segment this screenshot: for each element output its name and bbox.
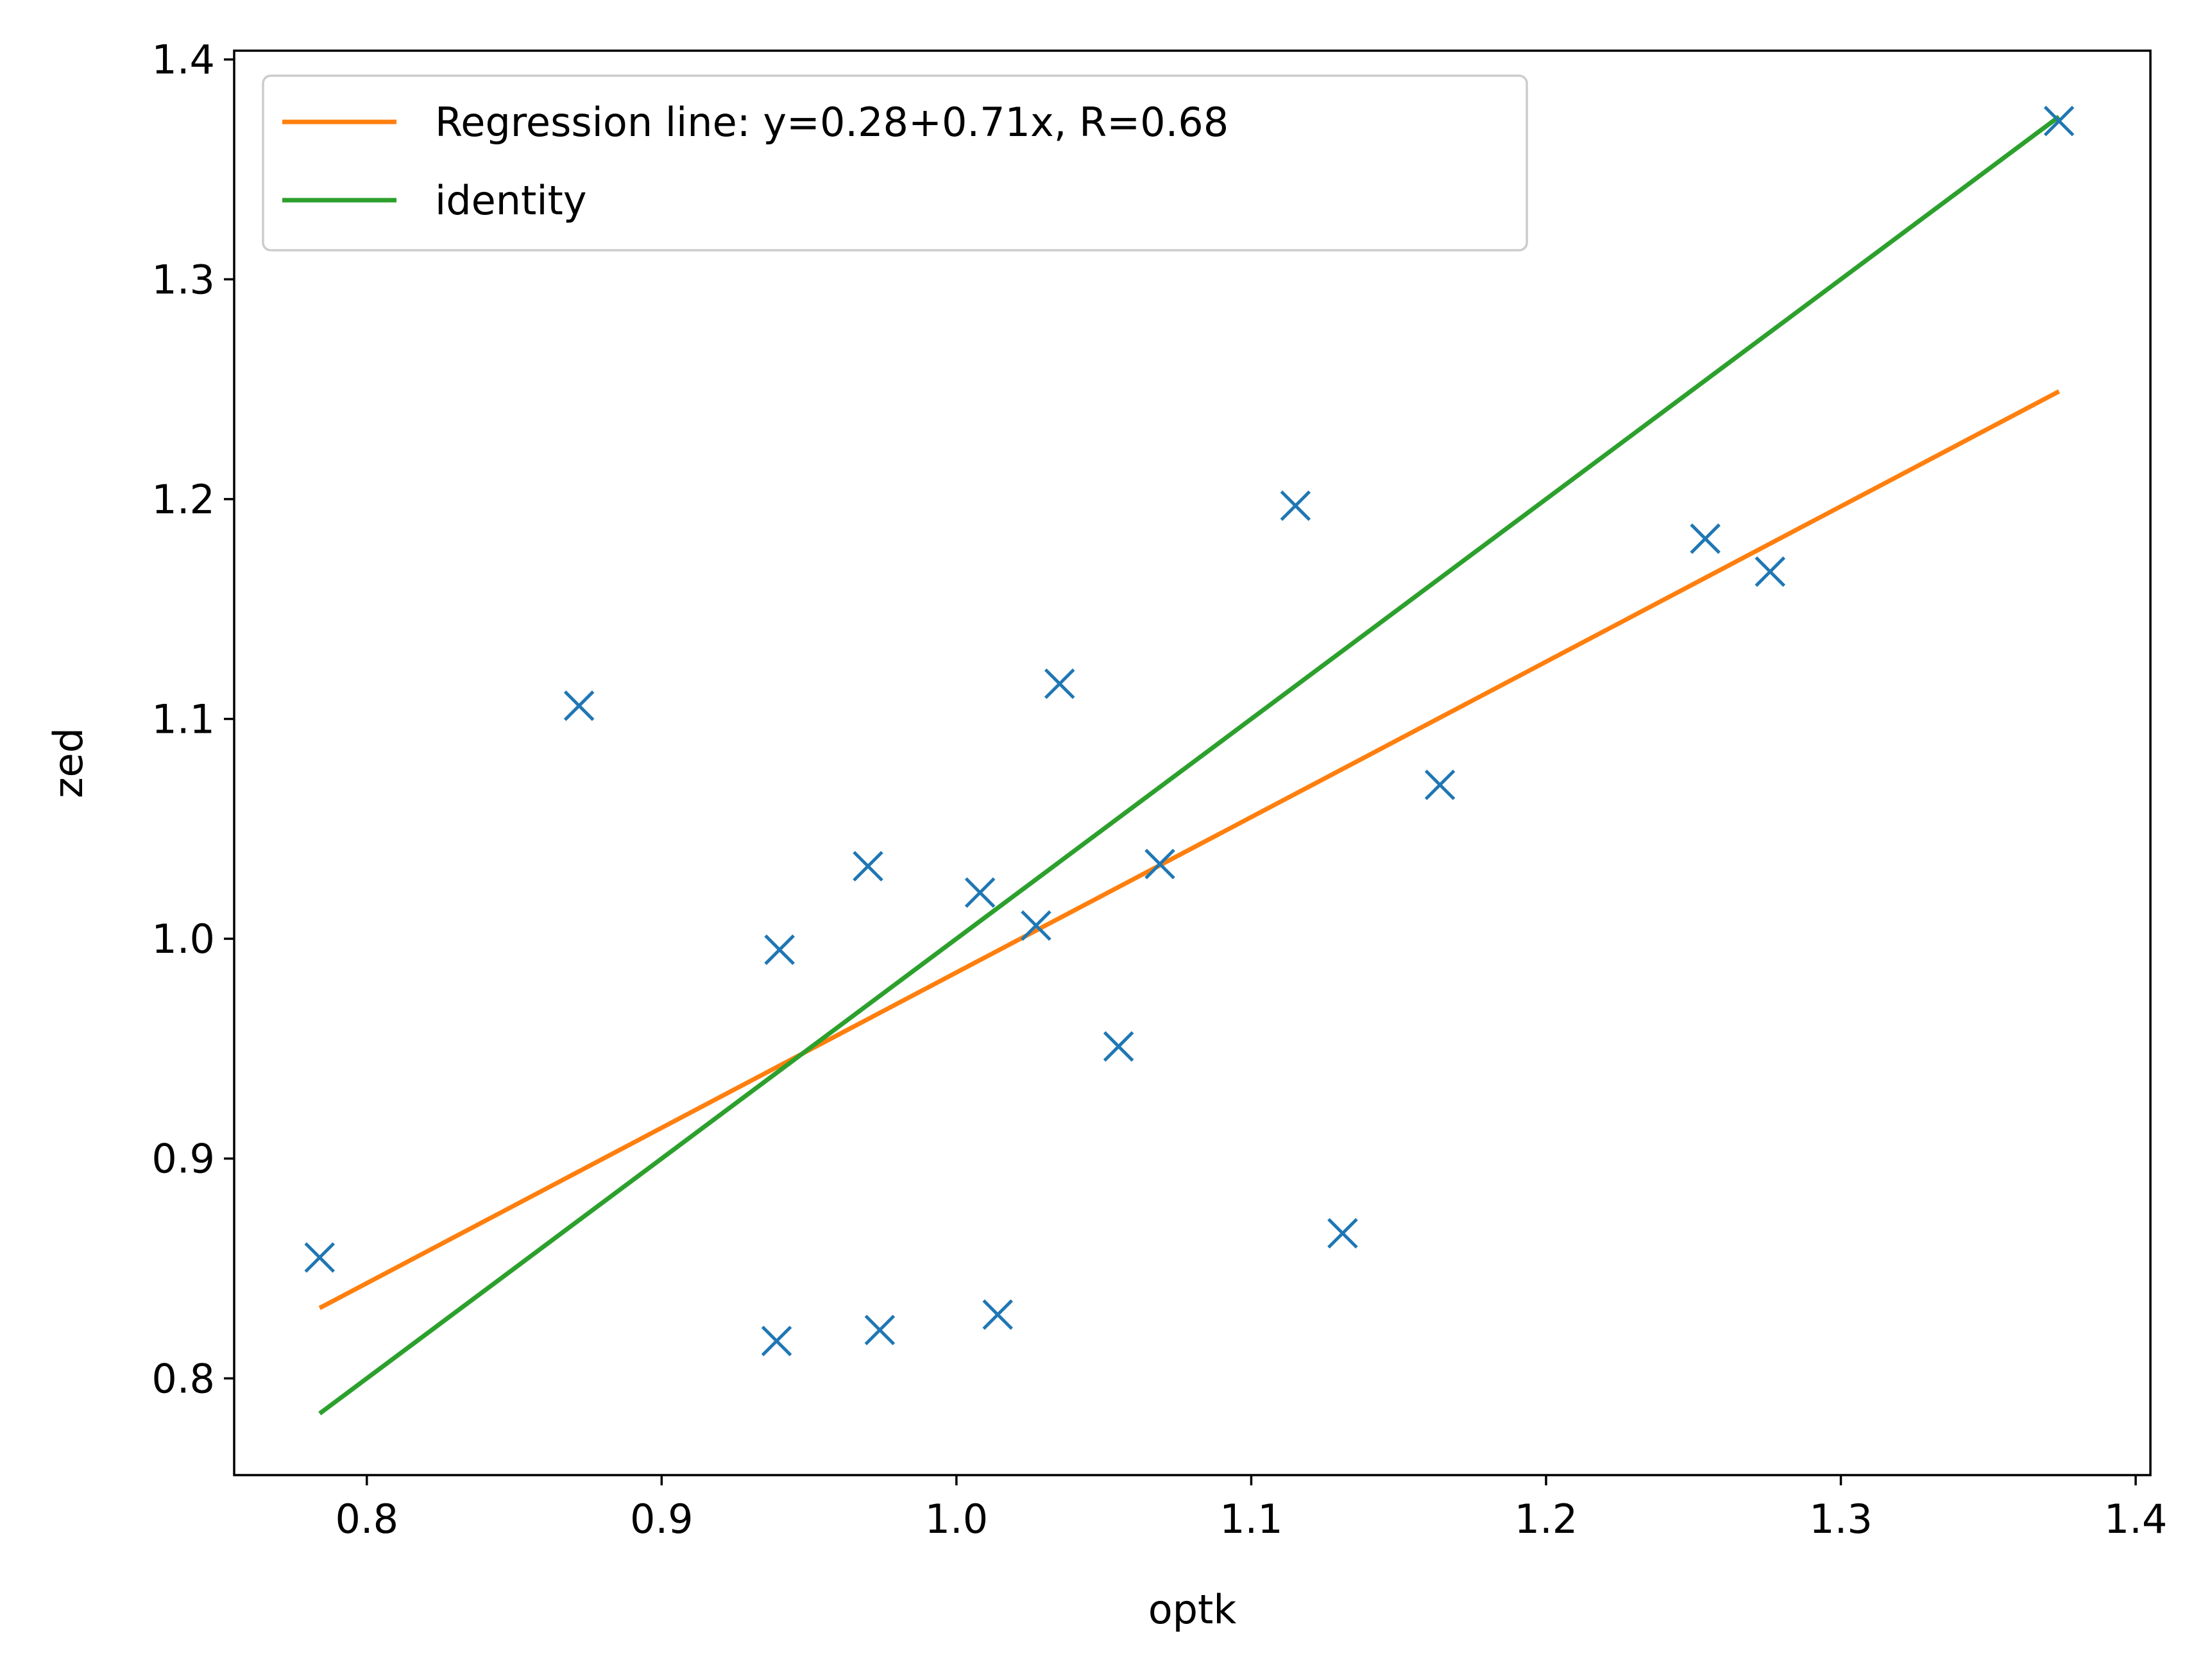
x-tick-label: 1.0 <box>925 1496 989 1542</box>
y-tick-label: 0.8 <box>151 1355 215 1402</box>
y-axis-label: zed <box>45 728 92 798</box>
x-tick-label: 1.3 <box>1809 1496 1873 1542</box>
y-tick-label: 1.0 <box>151 916 215 962</box>
data-point <box>1280 490 1311 521</box>
y-tick-label: 1.2 <box>151 476 215 523</box>
data-point <box>1424 769 1456 801</box>
data-point <box>764 934 795 965</box>
y-axis: 0.8 0.9 1.0 1.1 1.2 1.3 1.4 <box>151 37 234 1402</box>
y-tick-label: 1.1 <box>151 696 215 742</box>
data-point <box>1044 668 1075 699</box>
regression-line <box>318 389 2061 1310</box>
y-tick-label: 1.3 <box>151 256 215 303</box>
data-point <box>563 690 595 721</box>
x-axis-label: optk <box>1148 1586 1237 1633</box>
x-tick-label: 1.4 <box>2104 1496 2168 1542</box>
legend-box <box>262 74 1528 252</box>
y-tick-label: 0.9 <box>151 1136 215 1183</box>
x-tick-label: 0.9 <box>630 1496 693 1542</box>
identity-line <box>318 114 2061 1415</box>
data-point <box>761 1326 792 1356</box>
x-tick-label: 1.1 <box>1220 1496 1283 1542</box>
plot-area <box>233 49 2152 1476</box>
data-point <box>2043 105 2075 137</box>
data-point <box>304 1242 336 1273</box>
x-tick-label: 1.2 <box>1515 1496 1578 1542</box>
data-point <box>964 877 996 908</box>
data-point <box>1755 556 1785 587</box>
data-point <box>1021 910 1051 941</box>
data-point <box>853 851 883 882</box>
data-point <box>1690 523 1721 554</box>
y-tick-label: 1.4 <box>151 37 215 83</box>
legend-label-identity: identity <box>435 177 587 224</box>
data-point <box>1327 1218 1358 1249</box>
x-axis: 0.8 0.9 1.0 1.1 1.2 1.3 1.4 <box>335 1475 2167 1542</box>
axes-frame <box>233 49 2152 1476</box>
legend-label-regression: Regression line: y=0.28+0.71x, R=0.68 <box>435 99 1229 146</box>
data-point <box>1144 848 1175 880</box>
x-tick-label: 0.8 <box>335 1496 398 1542</box>
data-point <box>1103 1031 1134 1062</box>
legend: Regression line: y=0.28+0.71x, R=0.68 id… <box>262 74 1528 252</box>
data-point <box>864 1315 896 1345</box>
data-point <box>982 1299 1013 1330</box>
